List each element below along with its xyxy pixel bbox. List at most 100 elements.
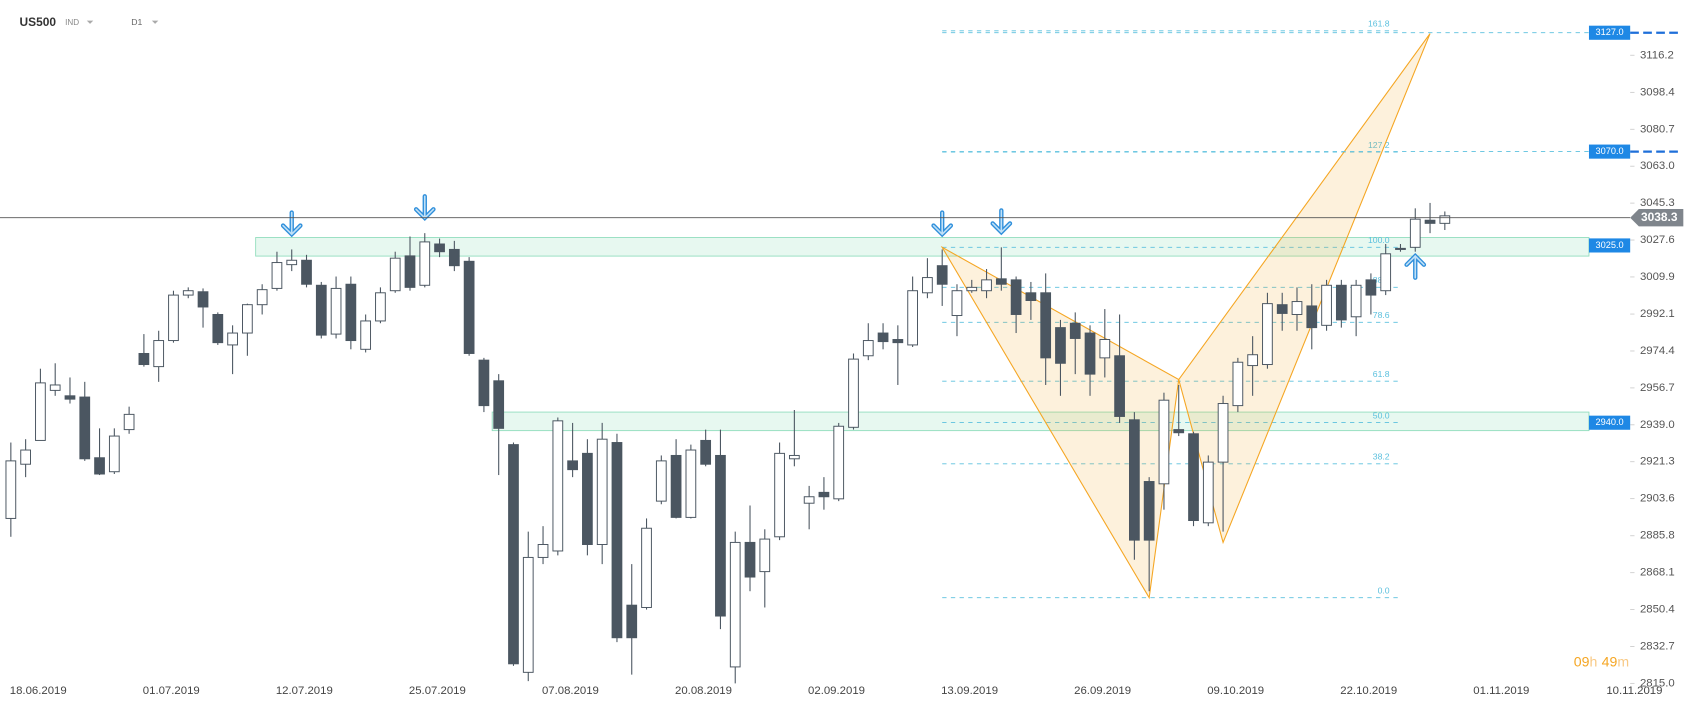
timeframe[interactable]: D1 [131, 17, 142, 27]
target-box [1588, 144, 1631, 159]
zone-label: 3025.0 [1595, 240, 1623, 250]
target-label: 3127.0 [1595, 27, 1623, 37]
x-tick-label: 07.08.2019 [542, 685, 599, 697]
target-label: 3070.0 [1595, 146, 1623, 156]
y-tick-label: 3027.6 [1640, 234, 1675, 246]
candle-body [1114, 355, 1125, 417]
candle-body [434, 243, 445, 253]
candle-body [1217, 403, 1229, 463]
candle-body [242, 304, 253, 334]
candle-body [168, 294, 179, 342]
candle-body [256, 289, 268, 306]
candle-body [286, 259, 298, 266]
candle-body [1424, 219, 1436, 224]
candle-body [981, 279, 992, 292]
signal-arrow [991, 209, 1011, 234]
candle-body [626, 604, 638, 639]
candle-body [1247, 354, 1259, 367]
candle-body [389, 257, 401, 292]
countdown-minutes: 49 [1602, 653, 1618, 669]
zone-box [1588, 238, 1631, 253]
countdown-unit: h [1589, 653, 1597, 669]
candle-body [35, 382, 46, 441]
fib-label: 161.8 [1368, 19, 1390, 29]
candle-body [759, 538, 771, 573]
candle-body [49, 384, 61, 391]
signal-arrow [282, 211, 302, 236]
candle-body [685, 449, 697, 518]
candle-body [1262, 303, 1273, 366]
candle-body [375, 292, 386, 322]
candle-body [1069, 322, 1081, 339]
candle-body [94, 457, 105, 475]
candle-body [537, 544, 549, 558]
y-tick-label: 2921.3 [1640, 456, 1675, 468]
y-tick-label: 2850.4 [1640, 604, 1675, 616]
x-tick-label: 09.10.2019 [1207, 685, 1264, 697]
candle-body [951, 290, 963, 317]
y-tick-label: 2974.4 [1640, 345, 1675, 357]
y-tick-label: 3080.7 [1640, 123, 1675, 135]
candle-body [641, 527, 652, 608]
candle-body [1158, 399, 1170, 485]
candle-body [877, 332, 889, 343]
y-tick-label: 2832.7 [1640, 640, 1675, 652]
candle-body [153, 340, 165, 368]
candle-body [552, 420, 564, 552]
candle-body [5, 460, 17, 519]
y-tick-label: 3098.4 [1640, 86, 1675, 98]
candle-body [1335, 284, 1347, 321]
candle-body [1129, 419, 1140, 541]
candle-body [1143, 481, 1155, 541]
candle-body [522, 556, 534, 673]
candle-body [1055, 327, 1066, 364]
y-tick-label: 3116.2 [1640, 49, 1674, 61]
candle-body [1173, 429, 1185, 434]
candle-body [788, 454, 800, 460]
candle-body [330, 287, 342, 335]
candle-body [907, 290, 918, 346]
candle-body [922, 277, 933, 294]
candle-body [1010, 279, 1022, 315]
candle-body [404, 255, 416, 288]
candle-body [64, 395, 76, 400]
candle-body [848, 358, 859, 428]
candle-body [138, 352, 150, 366]
y-tick-label: 2939.0 [1640, 419, 1675, 431]
candle-body [345, 283, 357, 342]
y-tick-label: 3045.3 [1640, 197, 1675, 209]
candle-body [596, 438, 608, 545]
candle-body [1439, 215, 1451, 224]
dropdown-caret[interactable] [86, 20, 94, 24]
candle-body [936, 265, 948, 285]
x-tick-label: 18.06.2019 [10, 685, 67, 697]
candle-body [744, 541, 756, 578]
last-price-box [1630, 209, 1684, 227]
fib-label: 100.0 [1368, 235, 1390, 245]
candle-body [1409, 218, 1421, 248]
y-tick-label: 2868.1 [1640, 567, 1675, 579]
dropdown-caret[interactable] [151, 20, 159, 24]
candle-body [1202, 461, 1214, 524]
x-tick-label: 02.09.2019 [808, 685, 865, 697]
countdown-hours: 09 [1574, 653, 1590, 669]
candle-body [79, 396, 91, 460]
x-tick-label: 12.07.2019 [276, 685, 333, 697]
x-tick-label: 13.09.2019 [941, 685, 998, 697]
candle-body [892, 339, 904, 344]
candle-body [611, 442, 623, 639]
candle-body [1025, 292, 1037, 301]
candle-body [1350, 284, 1362, 318]
candle-body [1276, 304, 1288, 314]
candle-body [966, 286, 978, 292]
last-price-label: 3038.3 [1641, 210, 1678, 224]
candle-body [123, 413, 135, 431]
instrument-type[interactable]: IND [65, 18, 79, 27]
y-tick-label: 2956.7 [1640, 382, 1675, 394]
candle-body [833, 425, 845, 500]
candle-body [582, 452, 593, 545]
signal-arrow [932, 211, 952, 236]
target-box [1588, 25, 1631, 40]
symbol[interactable]: US500 [20, 15, 57, 29]
